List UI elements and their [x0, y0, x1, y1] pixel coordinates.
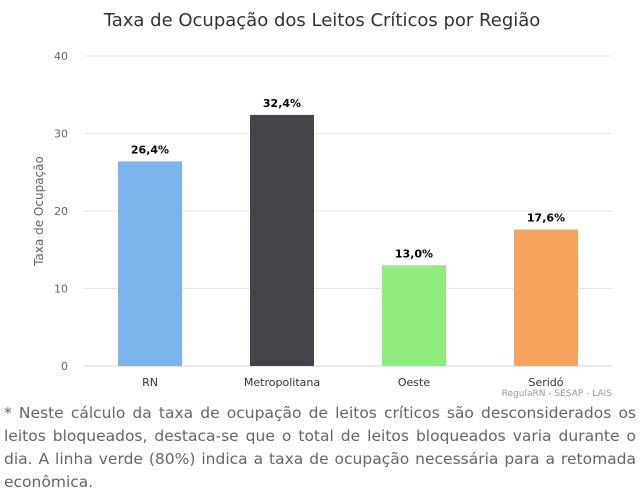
x-tick-label: Metropolitana: [244, 376, 320, 389]
x-tick-label: Seridó: [528, 376, 563, 389]
data-label: 17,6%: [527, 212, 565, 225]
x-tick-label: RN: [142, 376, 158, 389]
x-tick-label: Oeste: [398, 376, 430, 389]
bar-oeste[interactable]: [382, 265, 446, 366]
y-tick-label: 30: [54, 128, 68, 141]
y-axis-label: Taxa de Ocupação: [32, 156, 46, 267]
bar-metropolitana[interactable]: [250, 114, 314, 367]
data-label: 13,0%: [395, 247, 433, 260]
y-tick-label: 40: [54, 50, 68, 63]
footnote: * Neste cálculo da taxa de ocupação de l…: [4, 404, 636, 491]
chart-title: Taxa de Ocupação dos Leitos Críticos por…: [103, 10, 541, 31]
y-tick-label: 0: [61, 360, 68, 373]
bar-seridó[interactable]: [514, 229, 578, 366]
data-label: 32,4%: [263, 97, 301, 110]
bar-chart: Taxa de Ocupação dos Leitos Críticos por…: [32, 10, 613, 399]
y-tick-label: 10: [54, 283, 68, 296]
chart-credits: RegulaRN - SESAP - LAIS: [502, 389, 613, 399]
bar-rn[interactable]: [118, 161, 182, 366]
data-label: 26,4%: [131, 143, 169, 156]
y-tick-label: 20: [54, 205, 68, 218]
